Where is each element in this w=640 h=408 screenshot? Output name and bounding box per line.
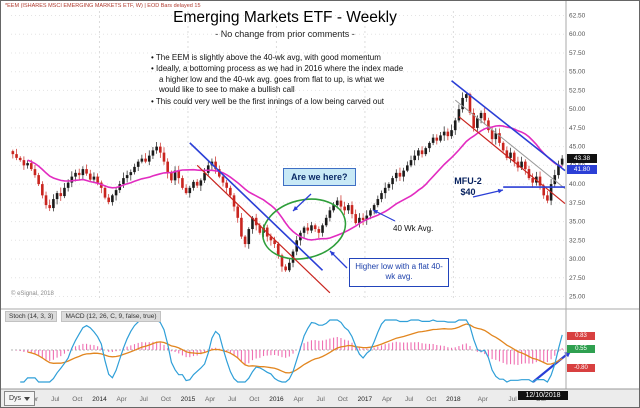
chevron-down-icon: [24, 396, 31, 401]
svg-text:52.50: 52.50: [569, 87, 586, 94]
macd-indicator-label: MACD (12, 26, C, 9, false, true): [61, 311, 161, 322]
annotation-higher-low: Higher low with a flat 40-wk avg.: [349, 258, 449, 287]
svg-text:Jul: Jul: [405, 396, 414, 403]
svg-text:Oct: Oct: [161, 396, 171, 403]
instrument-info: *EEM (ISHARES MSCI EMERGING MARKETS ETF,…: [5, 3, 201, 9]
svg-text:35.00: 35.00: [569, 219, 586, 226]
svg-text:Jul: Jul: [51, 396, 60, 403]
esignal-copyright: © eSignal, 2018: [11, 291, 54, 297]
indicator-value-badge: 0.83: [567, 332, 595, 340]
svg-text:2016: 2016: [269, 396, 284, 403]
svg-text:37.50: 37.50: [569, 200, 586, 207]
svg-text:Apr: Apr: [117, 396, 128, 403]
comment-list: The EEM is slightly above the 40-wk avg,…: [151, 53, 405, 108]
indicator-value-badge: -0.80: [567, 364, 595, 372]
svg-text:Apr: Apr: [382, 396, 393, 403]
comment-item: The EEM is slightly above the 40-wk avg,…: [151, 53, 405, 63]
svg-text:47.50: 47.50: [569, 125, 586, 132]
current-date-badge: 12/10/2018: [518, 391, 568, 400]
svg-text:Oct: Oct: [72, 396, 82, 403]
last-price-badge: 43.38: [567, 154, 597, 163]
svg-text:Apr: Apr: [478, 396, 489, 403]
indicator-value-badge: 0.55: [567, 345, 595, 353]
svg-text:Jul: Jul: [317, 396, 326, 403]
svg-text:Apr: Apr: [205, 396, 216, 403]
svg-text:2017: 2017: [358, 396, 373, 403]
svg-text:Apr: Apr: [293, 396, 304, 403]
svg-text:32.50: 32.50: [569, 237, 586, 244]
svg-text:57.50: 57.50: [569, 50, 586, 57]
svg-text:30.00: 30.00: [569, 256, 586, 263]
interval-dropdown[interactable]: Dys: [4, 391, 36, 406]
svg-text:25.00: 25.00: [569, 294, 586, 301]
svg-text:40.00: 40.00: [569, 181, 586, 188]
chart-title: Emerging Markets ETF - Weekly: [173, 9, 397, 26]
svg-text:Jul: Jul: [140, 396, 149, 403]
svg-text:60.00: 60.00: [569, 31, 586, 38]
svg-text:2015: 2015: [181, 396, 196, 403]
comment-item: Ideally, a bottoming process as we had i…: [151, 64, 405, 95]
annotation-40wk-avg: 40 Wk Avg.: [393, 224, 434, 233]
stoch-indicator-label: Stoch (14, 3, 3): [5, 311, 58, 322]
indicator-labels: Stoch (14, 3, 3) MACD (12, 26, C, 9, fal…: [5, 311, 161, 322]
svg-text:Oct: Oct: [249, 396, 259, 403]
svg-text:Oct: Oct: [426, 396, 436, 403]
svg-text:45.00: 45.00: [569, 144, 586, 151]
svg-text:27.50: 27.50: [569, 275, 586, 282]
chart-subtitle: - No change from prior comments -: [215, 29, 355, 39]
svg-text:55.00: 55.00: [569, 69, 586, 76]
annotation-mfu2: MFU-2 $40: [454, 176, 482, 198]
svg-text:Jul: Jul: [228, 396, 237, 403]
svg-text:2018: 2018: [446, 396, 461, 403]
svg-text:62.50: 62.50: [569, 12, 586, 19]
interval-dropdown-label: Dys: [9, 395, 22, 402]
svg-text:2014: 2014: [92, 396, 107, 403]
svg-text:Oct: Oct: [338, 396, 348, 403]
svg-text:Jul: Jul: [508, 396, 517, 403]
trendline-value-badge: 41.80: [567, 165, 597, 174]
svg-text:50.00: 50.00: [569, 106, 586, 113]
comment-item: This could very well be the first inning…: [151, 97, 405, 107]
annotation-are-we-here: Are we here?: [283, 168, 356, 186]
